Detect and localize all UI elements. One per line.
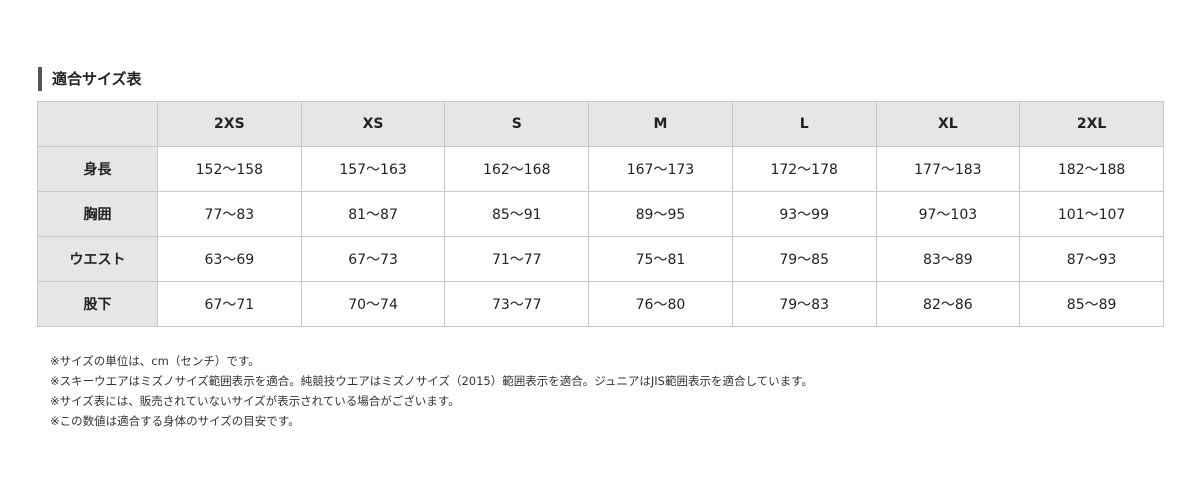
notes: ※サイズの単位は、cm（センチ）です。 ※スキーウエアはミズノサイズ範囲表示を適合… <box>50 351 813 431</box>
row-header: 股下 <box>37 281 158 327</box>
column-header: XS <box>300 101 446 147</box>
table-cell: 82〜86 <box>875 281 1021 327</box>
table-cell: 97〜103 <box>875 191 1021 237</box>
table-cell: 93〜99 <box>731 191 877 237</box>
table-cell: 83〜89 <box>875 236 1021 282</box>
table-cell: 85〜89 <box>1019 281 1164 327</box>
row-header: 身長 <box>37 146 158 192</box>
column-header: L <box>731 101 877 147</box>
table-cell: 73〜77 <box>444 281 590 327</box>
note-line: ※サイズの単位は、cm（センチ）です。 <box>50 354 260 368</box>
table-row: 胸囲 77〜83 81〜87 85〜91 89〜95 93〜99 97〜103 101〜107 <box>37 191 1164 237</box>
page-title: 適合サイズ表 <box>38 67 142 91</box>
table-cell: 85〜91 <box>444 191 590 237</box>
column-header: S <box>444 101 590 147</box>
table-cell: 162〜168 <box>444 146 590 192</box>
column-header: M <box>588 101 733 147</box>
row-header: ウエスト <box>37 236 158 282</box>
column-header: 2XS <box>157 101 302 147</box>
table-cell: 67〜73 <box>300 236 446 282</box>
table-cell: 76〜80 <box>588 281 733 327</box>
table-cell: 172〜178 <box>731 146 877 192</box>
column-header: 2XL <box>1019 101 1164 147</box>
table-cell: 182〜188 <box>1019 146 1164 192</box>
note-line: ※この数値は適合する身体のサイズの目安です。 <box>50 414 300 428</box>
size-table: 2XS XS S M L XL 2XL 身長 152〜158 157〜163 162〜168 167… <box>37 101 1164 327</box>
table-cell: 157〜163 <box>300 146 446 192</box>
table-cell: 87〜93 <box>1019 236 1164 282</box>
row-header: 胸囲 <box>37 191 158 237</box>
table-cell: 67〜71 <box>157 281 302 327</box>
column-header: XL <box>875 101 1021 147</box>
table-cell: 89〜95 <box>588 191 733 237</box>
table-row: 股下 67〜71 70〜74 73〜77 76〜80 79〜83 82〜86 85〜89 <box>37 281 1164 327</box>
table-cell: 101〜107 <box>1019 191 1164 237</box>
table-cell: 79〜83 <box>731 281 877 327</box>
table-cell: 63〜69 <box>157 236 302 282</box>
note-line: ※サイズ表には、販売されていないサイズが表示されている場合がございます。 <box>50 394 460 408</box>
header-row: 2XS XS S M L XL 2XL <box>37 101 1164 147</box>
table-cell: 79〜85 <box>731 236 877 282</box>
table-cell: 75〜81 <box>588 236 733 282</box>
table-cell: 167〜173 <box>588 146 733 192</box>
table-cell: 152〜158 <box>157 146 302 192</box>
table-cell: 177〜183 <box>875 146 1021 192</box>
table-row: ウエスト 63〜69 67〜73 71〜77 75〜81 79〜85 83〜89 87〜93 <box>37 236 1164 282</box>
table-cell: 71〜77 <box>444 236 590 282</box>
table-row: 身長 152〜158 157〜163 162〜168 167〜173 172〜178 177… <box>37 146 1164 192</box>
column-header <box>37 101 158 147</box>
table-cell: 81〜87 <box>300 191 446 237</box>
table-cell: 70〜74 <box>300 281 446 327</box>
note-line: ※スキーウエアはミズノサイズ範囲表示を適合。純競技ウエアはミズノサイズ（2015… <box>50 374 813 388</box>
table-cell: 77〜83 <box>157 191 302 237</box>
